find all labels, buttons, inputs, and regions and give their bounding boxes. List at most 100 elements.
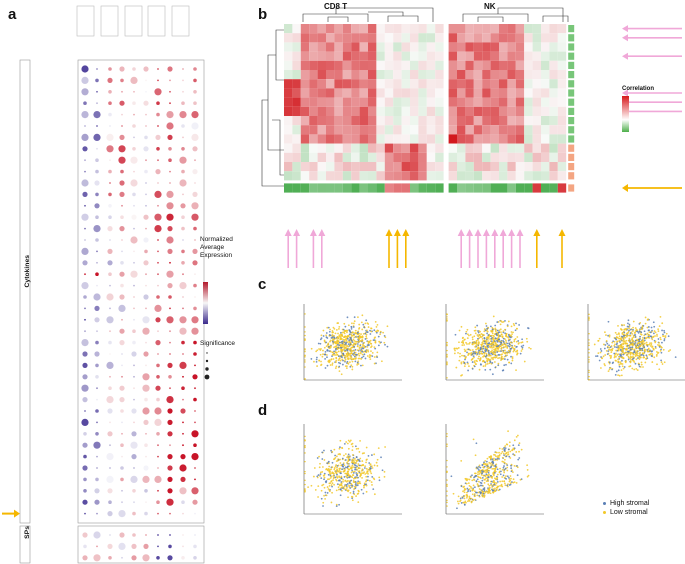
scatter-point [338,447,341,450]
scatter-point [520,448,523,451]
dotplot-dot [194,364,196,367]
scatter-point [510,477,512,480]
scatter-point [475,359,478,362]
scatter-point [369,333,372,335]
scatter-point [313,360,315,363]
scatter-point [634,351,637,354]
dotplot-dot [168,544,172,549]
scatter-point [365,475,368,478]
scatter-point [518,442,521,445]
scatter-point [620,346,623,349]
scatter-point [588,316,590,318]
scatter-point [498,354,501,356]
scatter-point [471,349,474,351]
scatter-point [491,362,494,364]
heatmap-cell [410,24,419,34]
heatmap-cell [457,183,466,193]
scatter-point [479,492,482,495]
scatter-point [304,435,306,438]
heatmap-cell [284,152,293,162]
heatmap-cell [410,152,419,162]
scatter-point [605,334,607,336]
heatmap-cell [426,33,436,43]
scatter-point [661,341,663,344]
scatter-point [358,470,361,473]
group-label-sps: SPs [24,526,31,539]
dotplot-dot [108,386,112,391]
scatter-point [638,330,641,333]
heatmap-cell [557,125,567,135]
heatmap-cell [507,162,516,172]
dotplot-dot [167,283,173,289]
heatmap-cell [524,125,533,135]
heatmap-cell [376,162,385,172]
scatter-point [637,342,640,345]
scatter-point [328,469,331,471]
scatter-point [315,361,318,363]
dotplot-dot [121,239,123,241]
scatter-point [492,464,495,467]
heatmap-cell [334,42,343,52]
scatter-point [495,455,497,458]
scatter-point [613,340,616,343]
dotplot-dot [108,556,112,560]
heatmap-cell [393,97,402,107]
heatmap-cell [532,183,541,193]
scatter-point [354,468,356,471]
scatter-point [321,466,324,468]
dotplot-dot [119,134,125,140]
heatmap-cell [549,171,558,181]
scatter-point [497,456,500,459]
scatter-point [502,474,505,477]
heatmap-cell [515,134,525,144]
scatter-point [326,326,329,329]
scatter-point [662,348,665,351]
scatter-point [339,458,341,461]
scatter-point [375,331,378,334]
heatmap-cell [418,70,427,80]
scatter-point [501,456,504,459]
scatter-point [470,497,473,500]
scatter-point [462,360,465,363]
scatter-point [632,334,635,337]
scatter-point [320,477,323,480]
scatter-point [494,327,497,330]
heatmap-cell [532,33,541,43]
scatter-point [465,482,468,485]
scatter-point [338,503,340,506]
scatter-point [364,350,367,353]
scatter-point [351,476,354,479]
scatter-point [446,320,448,322]
scatter-point [328,361,331,364]
scatter-point [326,354,328,356]
scatter-point [354,486,357,488]
scatter-point [353,493,356,496]
scatter-point [360,488,363,491]
dotplot-dot [133,227,135,230]
scatter-point [346,482,349,485]
scatter-point [621,336,624,338]
heatmap-cell [359,51,368,61]
scatter-point [339,453,342,456]
scatter-point [340,373,343,376]
scatter-point [339,494,342,497]
heatmap-cell [435,152,444,162]
heatmap-cell [465,33,474,43]
scatter-point [325,480,328,482]
heatmap-cell [541,70,550,80]
dotplot-dot [95,238,99,242]
scatter-point [608,335,611,338]
heatmap-cell [473,60,483,70]
dotplot-dot [193,397,197,402]
scatter-point [507,336,510,339]
scatter-point [508,351,511,354]
scatter-point [588,313,590,316]
dotplot-dot [143,465,149,471]
scatter-point [363,486,365,489]
scatter-point [386,345,389,348]
scatter-point [487,349,490,352]
dotplot-dot [121,432,123,435]
scatter-point [491,357,494,359]
dotplot-dot [133,261,135,264]
heatmap-cell [359,88,368,98]
